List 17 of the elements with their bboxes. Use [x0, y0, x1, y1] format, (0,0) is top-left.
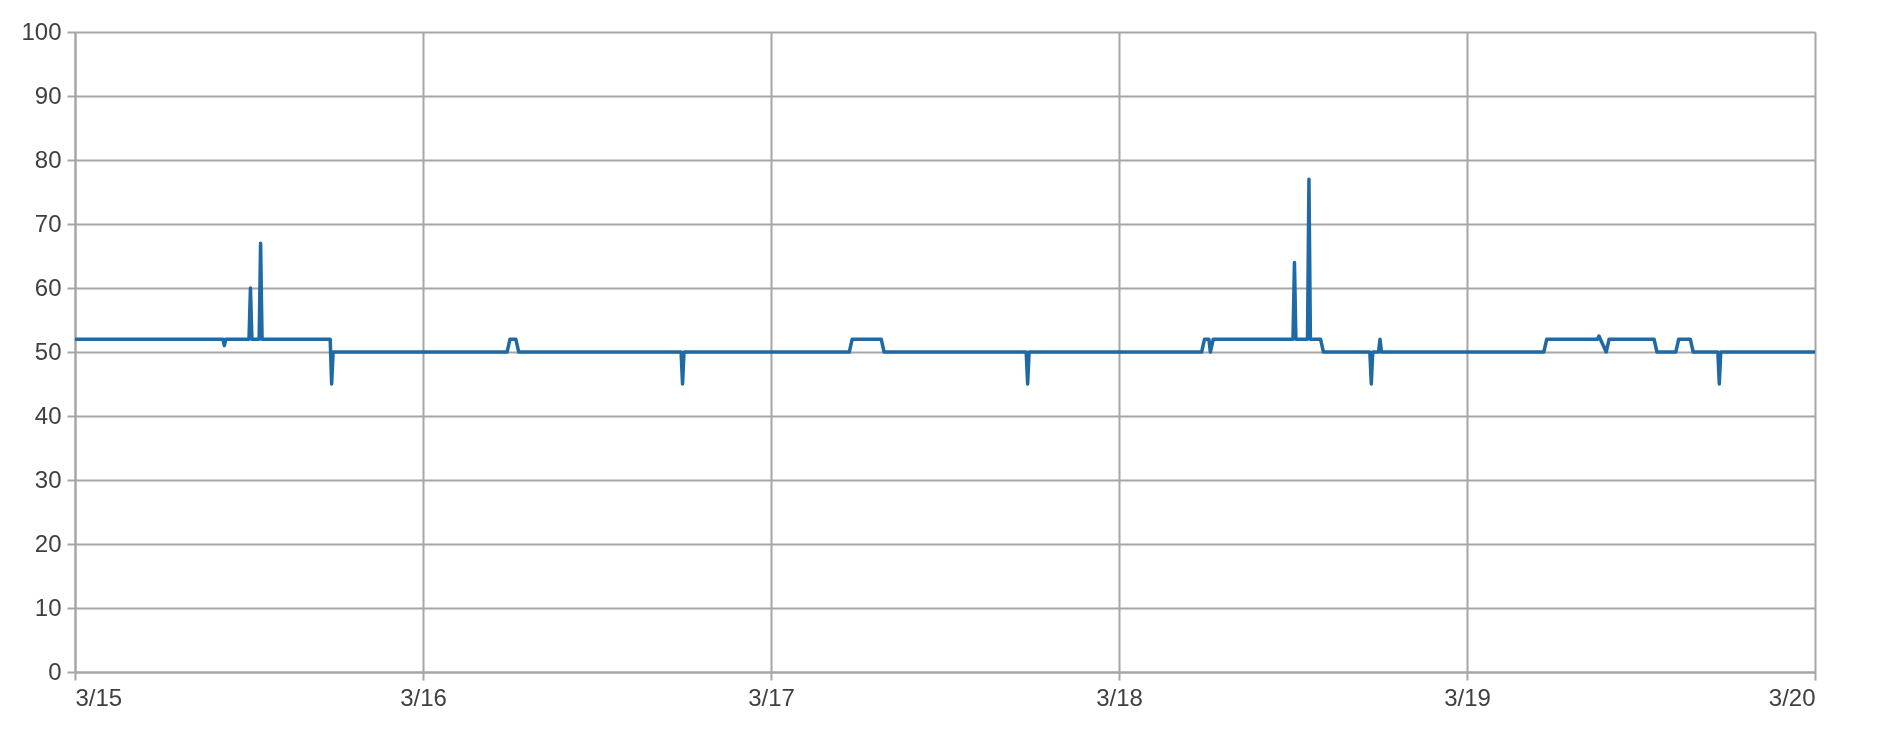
y-tick-label: 50: [34, 337, 62, 365]
x-tick-label: 3/15: [75, 683, 123, 711]
y-tick-label: 20: [34, 529, 62, 557]
y-tick-label: 60: [34, 273, 62, 301]
y-tick-label: 100: [21, 17, 62, 45]
y-tick-label: 0: [48, 657, 62, 685]
x-tick-label: 3/17: [748, 683, 795, 711]
y-tick-label: 40: [34, 401, 62, 429]
x-tick-label: 3/16: [400, 683, 447, 711]
x-tick-label: 3/19: [1444, 683, 1491, 711]
y-tick-label: 70: [34, 209, 62, 237]
x-tick-label: 3/20: [1768, 683, 1816, 711]
y-tick-label: 90: [34, 81, 62, 109]
y-tick-label: 80: [34, 145, 62, 173]
y-tick-label: 10: [34, 593, 62, 621]
y-tick-label: 30: [34, 465, 62, 493]
x-tick-label: 3/18: [1096, 683, 1143, 711]
